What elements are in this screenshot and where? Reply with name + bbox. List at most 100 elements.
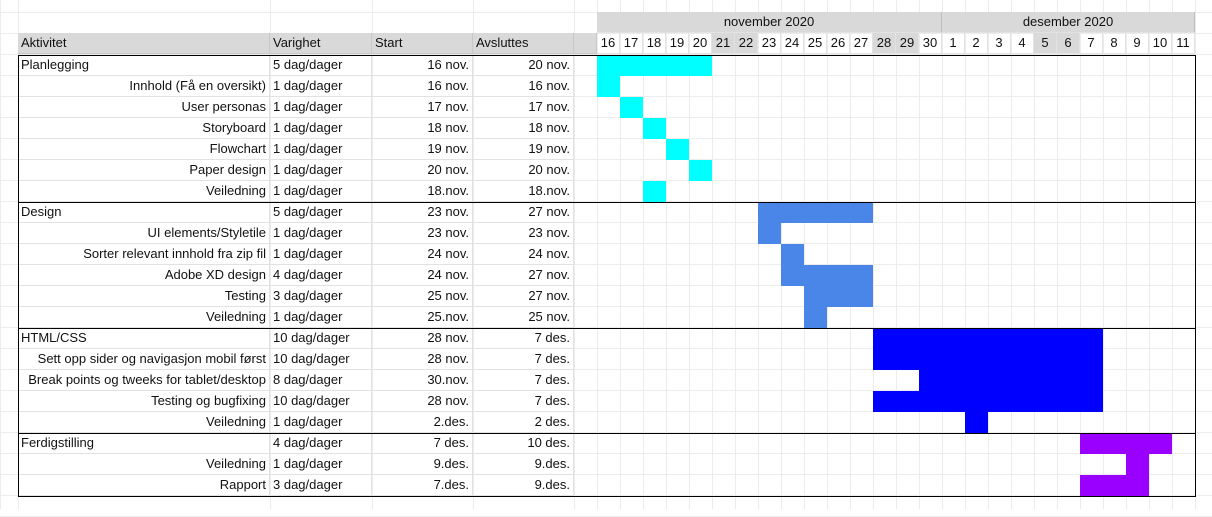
duration-cell[interactable]: 8 dag/dager <box>270 370 372 391</box>
start-cell[interactable]: 23 nov. <box>372 223 473 244</box>
day-header[interactable]: 2 <box>965 33 988 54</box>
activity-cell[interactable]: Testing og bugfixing <box>18 391 270 412</box>
end-cell[interactable]: 7 des. <box>473 328 574 349</box>
duration-cell[interactable]: 1 dag/dager <box>270 76 372 97</box>
day-header[interactable]: 10 <box>1149 33 1172 54</box>
day-header[interactable]: 16 <box>597 33 620 54</box>
start-cell[interactable]: 23 nov. <box>372 202 473 223</box>
activity-cell[interactable]: Innhold (Få en oversikt) <box>18 76 270 97</box>
start-cell[interactable]: 25.nov. <box>372 307 473 328</box>
activity-cell[interactable]: Testing <box>18 286 270 307</box>
activity-cell[interactable]: Veiledning <box>18 181 270 202</box>
activity-cell[interactable]: Sorter relevant innhold fra zip fil <box>18 244 270 265</box>
end-cell[interactable]: 9.des. <box>473 454 574 475</box>
start-cell[interactable]: 18 nov. <box>372 118 473 139</box>
start-cell[interactable]: 19 nov. <box>372 139 473 160</box>
duration-cell[interactable]: 1 dag/dager <box>270 454 372 475</box>
column-header-end[interactable]: Avsluttes <box>473 33 574 54</box>
duration-cell[interactable]: 1 dag/dager <box>270 244 372 265</box>
day-header[interactable]: 5 <box>1034 33 1057 54</box>
day-header[interactable]: 29 <box>896 33 919 54</box>
duration-cell[interactable]: 1 dag/dager <box>270 97 372 118</box>
day-header[interactable]: 27 <box>850 33 873 54</box>
day-header[interactable]: 9 <box>1126 33 1149 54</box>
end-cell[interactable]: 2 des. <box>473 412 574 433</box>
end-cell[interactable]: 18.nov. <box>473 181 574 202</box>
duration-cell[interactable]: 5 dag/dager <box>270 202 372 223</box>
day-header[interactable]: 8 <box>1103 33 1126 54</box>
start-cell[interactable]: 28 nov. <box>372 328 473 349</box>
start-cell[interactable]: 18.nov. <box>372 181 473 202</box>
day-header[interactable]: 7 <box>1080 33 1103 54</box>
end-cell[interactable]: 27 nov. <box>473 265 574 286</box>
activity-cell[interactable]: Break points og tweeks for tablet/deskto… <box>18 370 270 391</box>
duration-cell[interactable]: 1 dag/dager <box>270 160 372 181</box>
day-header[interactable]: 18 <box>643 33 666 54</box>
activity-cell[interactable]: Sett opp sider og navigasjon mobil først <box>18 349 270 370</box>
day-header[interactable]: 28 <box>873 33 896 54</box>
duration-cell[interactable]: 4 dag/dager <box>270 433 372 454</box>
activity-cell[interactable]: Planlegging <box>18 55 270 76</box>
duration-cell[interactable]: 1 dag/dager <box>270 118 372 139</box>
day-header[interactable]: 23 <box>758 33 781 54</box>
activity-cell[interactable]: Veiledning <box>18 307 270 328</box>
end-cell[interactable]: 27 nov. <box>473 286 574 307</box>
start-cell[interactable]: 7 des. <box>372 433 473 454</box>
end-cell[interactable]: 25 nov. <box>473 307 574 328</box>
start-cell[interactable]: 25 nov. <box>372 286 473 307</box>
start-cell[interactable]: 24 nov. <box>372 244 473 265</box>
day-header[interactable]: 19 <box>666 33 689 54</box>
activity-cell[interactable]: HTML/CSS <box>18 328 270 349</box>
start-cell[interactable]: 17 nov. <box>372 97 473 118</box>
end-cell[interactable]: 20 nov. <box>473 160 574 181</box>
day-header[interactable]: 24 <box>781 33 804 54</box>
column-header-duration[interactable]: Varighet <box>270 33 372 54</box>
start-cell[interactable]: 16 nov. <box>372 76 473 97</box>
activity-cell[interactable]: Paper design <box>18 160 270 181</box>
activity-cell[interactable]: UI elements/Styletile <box>18 223 270 244</box>
activity-cell[interactable]: User personas <box>18 97 270 118</box>
duration-cell[interactable]: 1 dag/dager <box>270 412 372 433</box>
start-cell[interactable]: 30.nov. <box>372 370 473 391</box>
day-header[interactable]: 17 <box>620 33 643 54</box>
end-cell[interactable]: 7 des. <box>473 349 574 370</box>
activity-cell[interactable]: Veiledning <box>18 454 270 475</box>
end-cell[interactable]: 23 nov. <box>473 223 574 244</box>
start-cell[interactable]: 7.des. <box>372 475 473 496</box>
activity-cell[interactable]: Flowchart <box>18 139 270 160</box>
start-cell[interactable]: 24 nov. <box>372 265 473 286</box>
end-cell[interactable]: 19 nov. <box>473 139 574 160</box>
day-header[interactable]: 1 <box>942 33 965 54</box>
column-header-start[interactable]: Start <box>372 33 473 54</box>
start-cell[interactable]: 9.des. <box>372 454 473 475</box>
activity-cell[interactable]: Design <box>18 202 270 223</box>
day-header[interactable]: 3 <box>988 33 1011 54</box>
duration-cell[interactable]: 3 dag/dager <box>270 475 372 496</box>
day-header[interactable]: 30 <box>919 33 942 54</box>
start-cell[interactable]: 2.des. <box>372 412 473 433</box>
duration-cell[interactable]: 10 dag/dager <box>270 328 372 349</box>
start-cell[interactable]: 20 nov. <box>372 160 473 181</box>
activity-cell[interactable]: Storyboard <box>18 118 270 139</box>
day-header[interactable]: 4 <box>1011 33 1034 54</box>
column-header-activity[interactable]: Aktivitet <box>18 33 270 54</box>
duration-cell[interactable]: 3 dag/dager <box>270 286 372 307</box>
end-cell[interactable]: 10 des. <box>473 433 574 454</box>
end-cell[interactable]: 27 nov. <box>473 202 574 223</box>
end-cell[interactable]: 7 des. <box>473 391 574 412</box>
end-cell[interactable]: 18 nov. <box>473 118 574 139</box>
start-cell[interactable]: 28 nov. <box>372 349 473 370</box>
end-cell[interactable]: 17 nov. <box>473 97 574 118</box>
end-cell[interactable]: 7 des. <box>473 370 574 391</box>
duration-cell[interactable]: 10 dag/dager <box>270 391 372 412</box>
day-header[interactable]: 11 <box>1172 33 1195 54</box>
day-header[interactable]: 26 <box>827 33 850 54</box>
end-cell[interactable]: 16 nov. <box>473 76 574 97</box>
duration-cell[interactable]: 1 dag/dager <box>270 307 372 328</box>
day-header[interactable]: 21 <box>712 33 735 54</box>
end-cell[interactable]: 24 nov. <box>473 244 574 265</box>
duration-cell[interactable]: 1 dag/dager <box>270 181 372 202</box>
duration-cell[interactable]: 1 dag/dager <box>270 139 372 160</box>
activity-cell[interactable]: Ferdigstilling <box>18 433 270 454</box>
duration-cell[interactable]: 1 dag/dager <box>270 223 372 244</box>
